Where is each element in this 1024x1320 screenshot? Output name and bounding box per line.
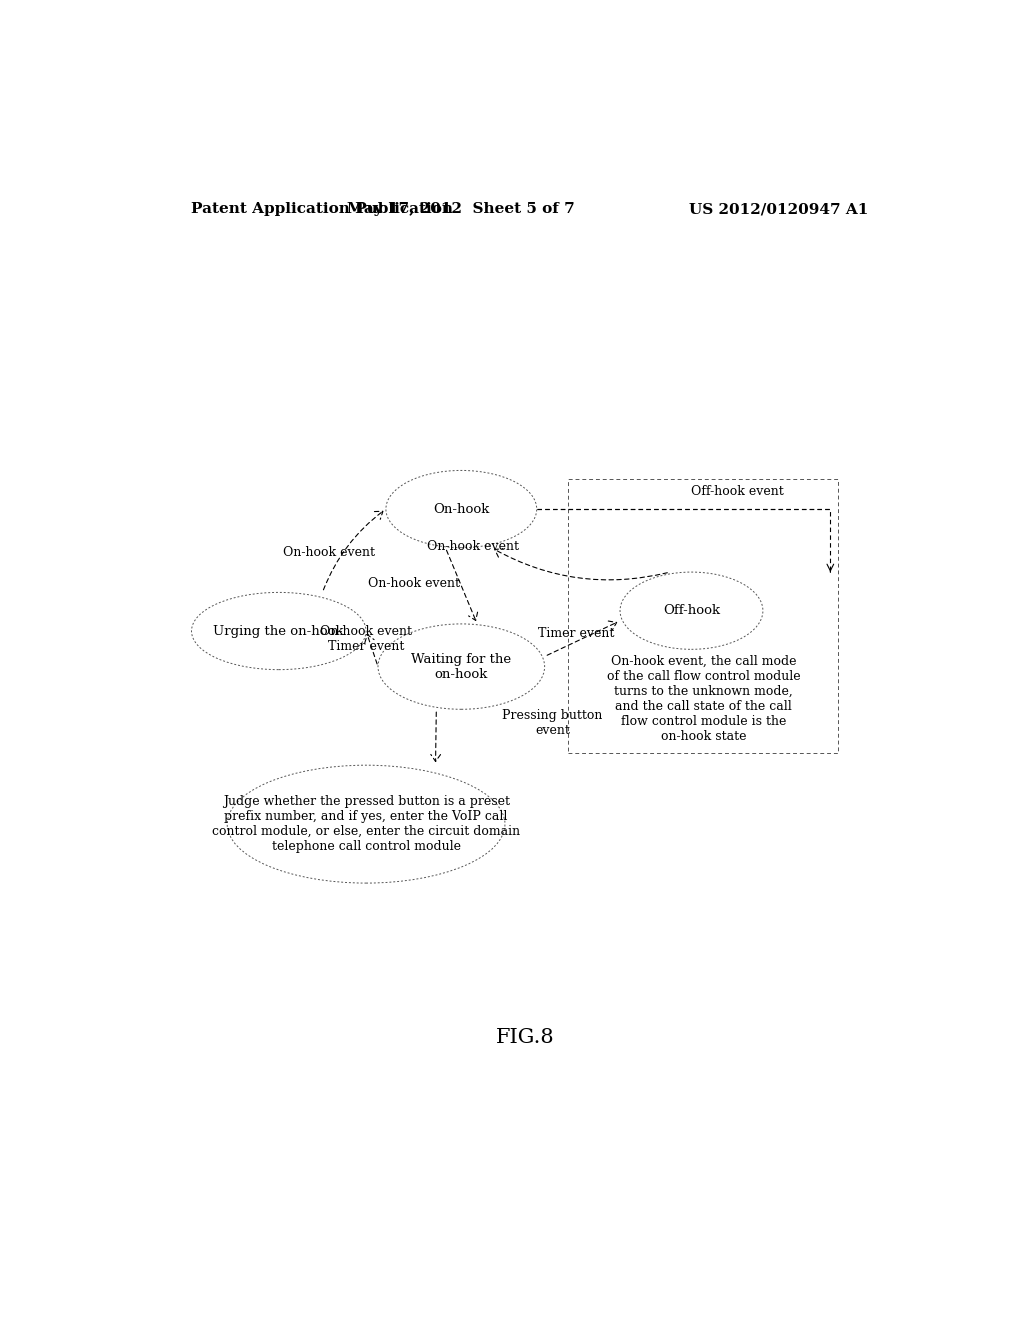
- FancyArrowPatch shape: [365, 635, 377, 664]
- Text: On-hook: On-hook: [433, 503, 489, 516]
- Text: On-hook event
Timer event: On-hook event Timer event: [321, 626, 412, 653]
- Text: On-hook event: On-hook event: [427, 540, 519, 553]
- Text: Off-hook: Off-hook: [663, 605, 720, 618]
- Text: Patent Application Publication: Patent Application Publication: [191, 202, 454, 216]
- Text: Timer event: Timer event: [539, 627, 614, 640]
- FancyArrowPatch shape: [431, 711, 440, 762]
- FancyArrowPatch shape: [495, 549, 668, 579]
- Text: FIG.8: FIG.8: [496, 1028, 554, 1047]
- Bar: [568, 479, 839, 752]
- Text: On-hook event: On-hook event: [368, 577, 460, 590]
- FancyArrowPatch shape: [324, 511, 383, 590]
- Text: On-hook event: On-hook event: [283, 546, 375, 560]
- Text: US 2012/0120947 A1: US 2012/0120947 A1: [689, 202, 868, 216]
- Text: Pressing button
event: Pressing button event: [503, 709, 603, 737]
- FancyArrowPatch shape: [547, 620, 616, 655]
- Text: Judge whether the pressed button is a preset
prefix number, and if yes, enter th: Judge whether the pressed button is a pr…: [212, 795, 520, 853]
- Text: Urging the on-hook: Urging the on-hook: [213, 624, 344, 638]
- FancyArrowPatch shape: [446, 550, 477, 620]
- Text: On-hook event, the call mode
of the call flow control module
turns to the unknow: On-hook event, the call mode of the call…: [606, 655, 800, 743]
- Text: Waiting for the
on-hook: Waiting for the on-hook: [412, 652, 511, 681]
- Text: Off-hook event: Off-hook event: [691, 486, 784, 498]
- Text: May 17, 2012  Sheet 5 of 7: May 17, 2012 Sheet 5 of 7: [347, 202, 575, 216]
